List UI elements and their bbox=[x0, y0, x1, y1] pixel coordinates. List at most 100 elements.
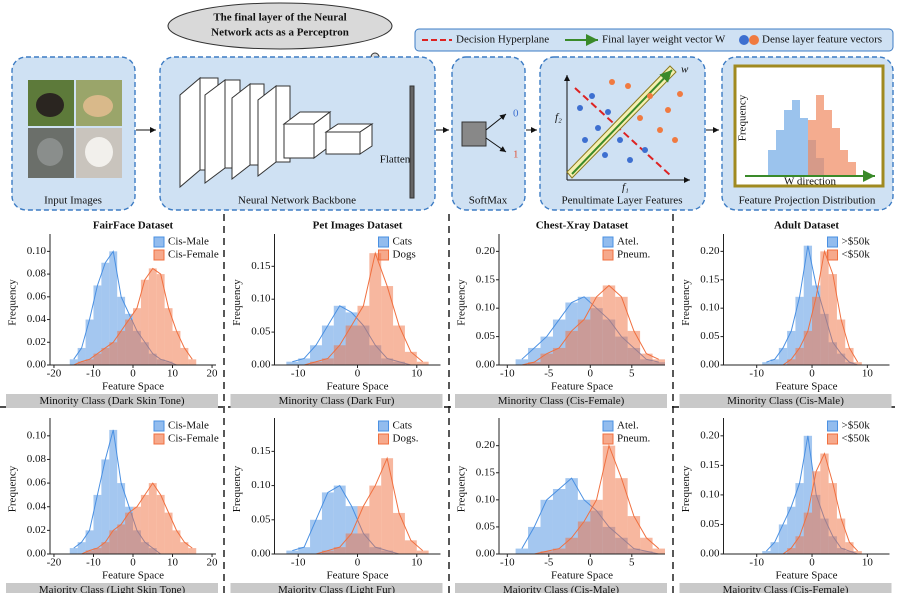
hist-bar bbox=[787, 506, 796, 554]
x-tick-label: 0 bbox=[809, 368, 815, 380]
hist-bar bbox=[298, 547, 311, 554]
y-tick-label: 0.04 bbox=[27, 500, 47, 512]
density-curve bbox=[521, 284, 659, 366]
legend-label: >$50k bbox=[842, 236, 871, 248]
hist-bar bbox=[795, 536, 804, 554]
hist-bar bbox=[333, 305, 346, 365]
hist-bar bbox=[321, 492, 334, 554]
y-axis-label: Frequency bbox=[456, 279, 468, 326]
hist-bar bbox=[416, 550, 429, 554]
hist-bar bbox=[117, 524, 126, 554]
y-axis-label: Frequency bbox=[7, 465, 19, 512]
inset-label: Frequency bbox=[737, 94, 749, 141]
hist-bar bbox=[286, 550, 299, 554]
x-tick-label: 0 bbox=[809, 557, 815, 569]
hist-bar bbox=[180, 542, 189, 554]
x-tick-label: 10 bbox=[167, 368, 179, 380]
y-tick-label: 0.06 bbox=[27, 290, 47, 302]
hist-bar bbox=[85, 319, 94, 365]
hist-bar bbox=[101, 459, 110, 554]
chart-title: Chest-Xray Dataset bbox=[536, 220, 629, 232]
hist-bar bbox=[803, 330, 813, 365]
hist-bar bbox=[77, 361, 86, 365]
y-tick-label: 0.05 bbox=[251, 513, 271, 525]
hist-bar bbox=[164, 512, 173, 554]
flatten-label: Flatten bbox=[380, 154, 411, 166]
y-axis-label: Frequency bbox=[456, 465, 468, 512]
projection-inset bbox=[733, 64, 885, 188]
x-tick-label: 10 bbox=[862, 368, 874, 380]
y-tick-label: 0.10 bbox=[700, 488, 720, 500]
hist-bar bbox=[552, 548, 566, 554]
x-tick-label: -20 bbox=[47, 557, 62, 569]
softmax: 0 1 bbox=[461, 108, 519, 161]
y-tick-label: 0.00 bbox=[27, 359, 47, 371]
legend-label: Cats bbox=[393, 236, 413, 248]
hist-bar bbox=[109, 342, 118, 365]
legend-swatch bbox=[378, 236, 389, 248]
y-axis-label: Frequency bbox=[680, 279, 692, 326]
hist-bar bbox=[69, 359, 78, 365]
x-tick-label: -5 bbox=[544, 557, 554, 569]
hist-bar bbox=[404, 351, 417, 365]
hist-bar bbox=[416, 361, 429, 365]
hist-bar bbox=[172, 330, 181, 365]
y-tick-label: 0.05 bbox=[476, 520, 496, 532]
hist-bar bbox=[565, 330, 578, 365]
hist-bar bbox=[770, 542, 779, 554]
y-tick-label: 0.15 bbox=[251, 260, 271, 272]
legend-label: <$50k bbox=[842, 249, 871, 261]
y-tick-label: 0.00 bbox=[251, 548, 271, 560]
legend-swatch bbox=[602, 236, 614, 248]
x-tick-label: -10 bbox=[86, 557, 101, 569]
hist-bar bbox=[345, 325, 358, 365]
legend-label: Dogs bbox=[393, 249, 416, 261]
y-tick-label: 0.10 bbox=[476, 493, 496, 505]
hist-bar bbox=[552, 347, 566, 365]
hist-bar bbox=[164, 308, 173, 365]
x-tick-label: 10 bbox=[862, 557, 874, 569]
x-tick-label: -10 bbox=[749, 368, 764, 380]
hist-bar bbox=[298, 358, 311, 365]
caption-box bbox=[230, 394, 443, 408]
hist-bar bbox=[156, 274, 165, 365]
hist-bar bbox=[762, 551, 771, 554]
x-axis-label: Feature Space bbox=[551, 570, 613, 582]
legend-label: Cis-Male bbox=[168, 420, 209, 432]
hist-bar bbox=[590, 296, 603, 365]
hist-bar bbox=[345, 533, 358, 554]
hist-bar bbox=[853, 551, 862, 554]
x-tick-label: 0 bbox=[130, 368, 136, 380]
legend-swatch bbox=[378, 420, 389, 432]
hist-bar bbox=[93, 285, 102, 365]
y-tick-label: 0.00 bbox=[700, 548, 720, 560]
y-tick-label: 0.10 bbox=[27, 245, 47, 257]
penultimate-plot bbox=[564, 65, 690, 183]
axis-label: w bbox=[681, 64, 689, 76]
y-tick-label: 0.00 bbox=[251, 359, 271, 371]
hist-bar bbox=[828, 274, 837, 365]
y-tick-label: 0.06 bbox=[27, 477, 47, 489]
x-tick-label: 0 bbox=[588, 557, 594, 569]
hist-bar bbox=[627, 516, 641, 554]
cloud-text: The final layer of the Neural bbox=[213, 12, 346, 24]
x-tick-label: -10 bbox=[291, 557, 306, 569]
y-tick-label: 0.10 bbox=[27, 429, 47, 441]
caption: Majority Class (Light Fur) bbox=[278, 584, 395, 593]
legend-swatch bbox=[602, 420, 614, 432]
legend-label: Cats bbox=[393, 420, 413, 432]
stage-box bbox=[451, 56, 526, 211]
hist-bar bbox=[125, 319, 133, 365]
y-axis-label: Frequency bbox=[231, 465, 243, 512]
legend-swatch bbox=[153, 236, 165, 248]
hist-bar bbox=[117, 483, 126, 554]
hist-bar bbox=[803, 435, 813, 554]
y-tick-label: 0.15 bbox=[700, 459, 720, 471]
hist-bar bbox=[795, 347, 804, 365]
hist-bar bbox=[787, 359, 796, 365]
x-tick-label: 5 bbox=[629, 557, 635, 569]
legend-label: Atel. bbox=[617, 236, 639, 248]
hist-bar bbox=[93, 494, 102, 554]
hist-bar bbox=[820, 251, 829, 365]
